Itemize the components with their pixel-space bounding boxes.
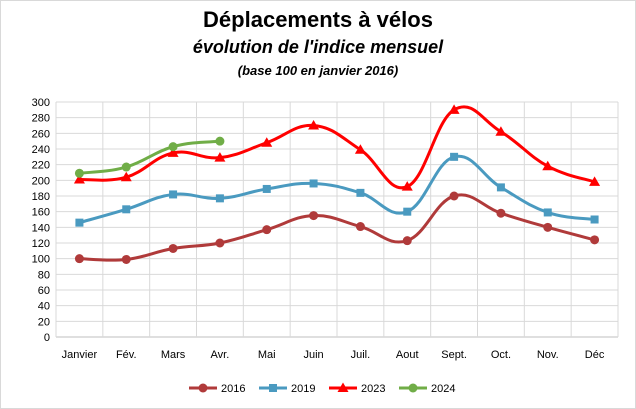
x-tick-label: Oct.	[491, 349, 511, 361]
data-point	[402, 236, 412, 246]
data-point	[73, 174, 85, 184]
legend: 2016 2019 2023 2024	[189, 382, 455, 395]
legend-marker	[337, 382, 349, 392]
y-tick-label: 260	[32, 128, 50, 140]
legend-item-2016: 2016	[189, 383, 245, 395]
x-tick-label: Aout	[396, 349, 419, 361]
y-tick-label: 200	[32, 175, 50, 187]
y-tick-label: 300	[32, 97, 50, 109]
y-tick-label: 60	[38, 285, 50, 297]
axes: 0 20 40 60 80 100 120 140 160 180 200 220 240 260 280 3…	[32, 97, 605, 361]
legend-label: 2019	[291, 383, 315, 395]
x-tick-label: Nov.	[537, 349, 559, 361]
y-tick-label: 120	[32, 238, 50, 250]
x-tick-label: Mars	[161, 349, 186, 361]
legend-item-2024: 2024	[399, 383, 455, 395]
legend-label: 2024	[431, 383, 455, 395]
legend-label: 2016	[221, 383, 245, 395]
data-point	[261, 137, 273, 147]
data-point	[590, 215, 599, 224]
data-point	[214, 152, 226, 162]
data-point	[543, 222, 553, 232]
x-tick-label: Juin	[303, 349, 323, 361]
data-point	[354, 144, 366, 154]
legend-marker	[408, 383, 418, 393]
chart-note: (base 100 en janvier 2016)	[237, 63, 399, 78]
data-point	[168, 142, 178, 152]
x-tick-label: Avr.	[211, 349, 230, 361]
chart-subtitle: évolution de l'indice mensuel	[192, 37, 444, 57]
data-point	[167, 147, 179, 157]
y-tick-label: 80	[38, 269, 50, 281]
legend-marker	[269, 384, 277, 392]
data-point	[403, 207, 412, 216]
data-point	[355, 222, 365, 232]
data-point	[262, 225, 272, 235]
series-line-2024	[79, 139, 221, 175]
y-tick-label: 180	[32, 191, 50, 203]
data-point	[169, 190, 178, 199]
y-tick-label: 100	[32, 254, 50, 266]
x-tick-label: Juil.	[351, 349, 371, 361]
data-point	[495, 126, 507, 136]
data-point	[122, 205, 131, 214]
legend-label: 2023	[361, 383, 385, 395]
data-point	[75, 218, 84, 227]
data-point	[215, 136, 225, 146]
y-tick-label: 160	[32, 207, 50, 219]
y-tick-label: 40	[38, 301, 50, 313]
data-point	[262, 184, 271, 193]
data-point	[448, 104, 460, 114]
legend-item-2023: 2023	[329, 382, 385, 395]
series-2024	[74, 136, 225, 178]
data-point	[401, 181, 413, 191]
data-point	[496, 208, 506, 218]
legend-marker	[198, 383, 208, 393]
series-2023	[73, 104, 601, 191]
y-tick-label: 220	[32, 160, 50, 172]
data-point	[121, 162, 131, 172]
data-point	[74, 168, 84, 178]
legend-item-2019: 2019	[259, 383, 315, 395]
data-point	[308, 120, 320, 130]
data-point	[168, 243, 178, 253]
data-point	[589, 176, 601, 186]
data-point	[356, 188, 365, 197]
data-point	[121, 254, 131, 264]
y-tick-label: 240	[32, 144, 50, 156]
data-point	[215, 194, 224, 203]
data-point	[542, 160, 554, 171]
x-tick-label: Sept.	[441, 349, 467, 361]
chart-title: Déplacements à vélos	[203, 7, 433, 32]
data-point	[590, 235, 600, 245]
y-tick-label: 140	[32, 222, 50, 234]
x-tick-label: Déc	[585, 349, 605, 361]
data-point	[309, 179, 318, 188]
x-tick-label: Mai	[258, 349, 276, 361]
x-tick-label: Janvier	[62, 349, 98, 361]
y-tick-label: 20	[38, 316, 50, 328]
data-point	[74, 254, 84, 264]
data-point	[309, 211, 319, 221]
series-lines	[73, 104, 601, 264]
y-tick-label: 280	[32, 113, 50, 125]
series-2019	[75, 152, 599, 227]
series-2016	[74, 191, 600, 264]
data-point	[543, 208, 552, 217]
data-point	[215, 238, 225, 248]
data-point	[496, 183, 505, 192]
x-tick-label: Fév.	[116, 349, 137, 361]
data-point	[450, 152, 459, 161]
data-point	[449, 191, 459, 201]
y-tick-label: 0	[44, 332, 50, 344]
data-point	[120, 171, 132, 182]
